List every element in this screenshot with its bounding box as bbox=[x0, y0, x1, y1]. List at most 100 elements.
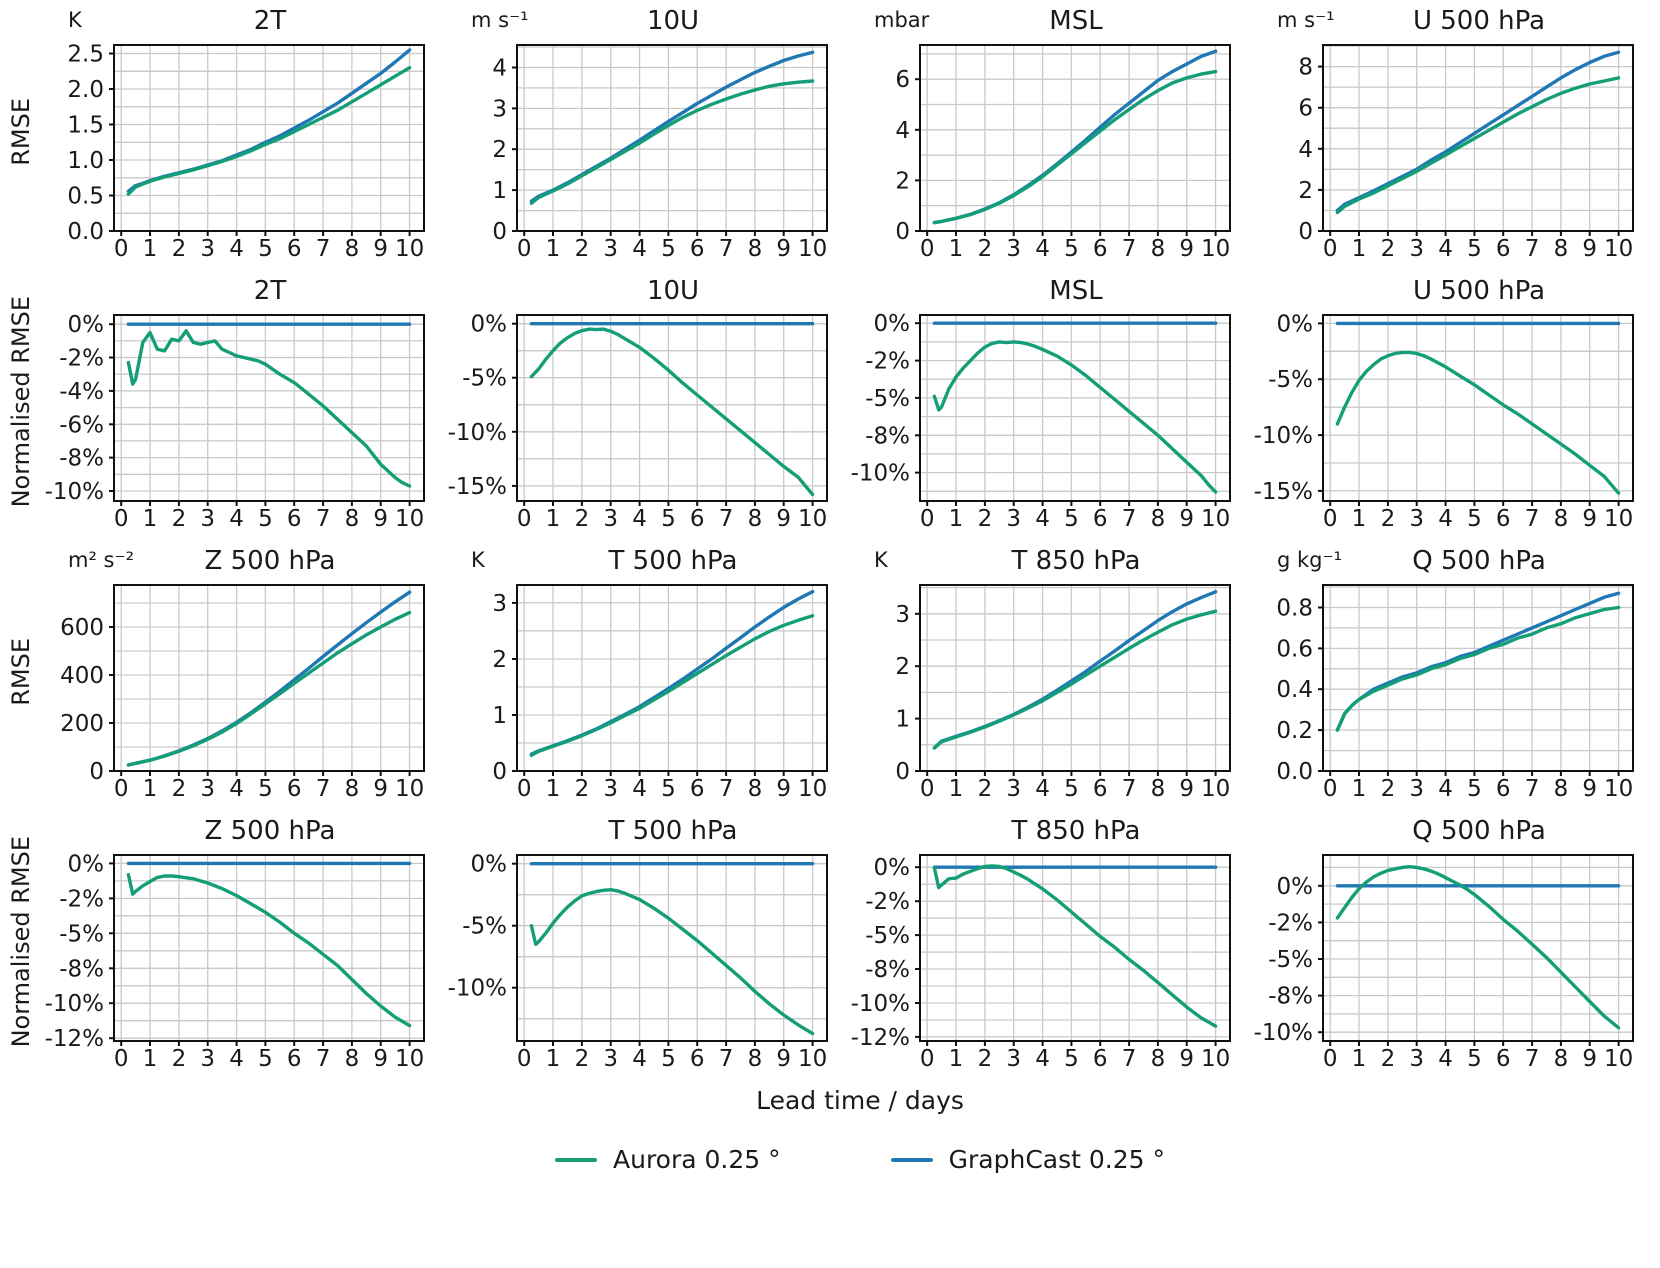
plot-2t: 0 1 2 3 4 5 6 7 8 9 10 0.0 0.5 1.0 1.5 2.0 2.5 bbox=[67, 42, 425, 258]
svg-text:6: 6 bbox=[287, 236, 302, 258]
svg-text:4: 4 bbox=[1438, 1046, 1453, 1068]
svg-text:8: 8 bbox=[1554, 1046, 1569, 1068]
chart-title: 10U bbox=[646, 6, 700, 36]
chart-unit: m s⁻¹ bbox=[471, 8, 529, 32]
svg-text:9: 9 bbox=[373, 506, 388, 528]
svg-text:1: 1 bbox=[949, 506, 964, 528]
svg-text:2.0: 2.0 bbox=[67, 77, 104, 103]
svg-text:9: 9 bbox=[373, 1046, 388, 1068]
svg-text:4: 4 bbox=[632, 1046, 647, 1068]
svg-text:-15%: -15% bbox=[448, 474, 507, 500]
chart-title: Q 500 hPa bbox=[1412, 816, 1546, 846]
chart-unit: mbar bbox=[874, 8, 930, 32]
svg-text:10: 10 bbox=[1604, 506, 1633, 528]
svg-text:4: 4 bbox=[229, 1046, 244, 1068]
svg-text:-5%: -5% bbox=[865, 923, 910, 949]
svg-text:2: 2 bbox=[492, 137, 507, 163]
svg-text:0.4: 0.4 bbox=[1276, 677, 1313, 703]
svg-text:6: 6 bbox=[287, 776, 302, 798]
series-line-aurora bbox=[932, 609, 1218, 750]
chart-title: Q 500 hPa bbox=[1412, 546, 1546, 576]
chart-title: T 500 hPa bbox=[608, 546, 738, 576]
series-line-aurora bbox=[529, 79, 815, 205]
chart-z-500-hpa-normalised-rmse: Z 500 hPa 0 1 2 3 4 5 6 7 8 9 10 0% -2% -5% -8% -10% -12% bbox=[40, 816, 443, 1068]
svg-text:-12%: -12% bbox=[851, 1025, 910, 1051]
plot-q-500-hpa: 0 1 2 3 4 5 6 7 8 9 10 0% -2% -5% -8% -10% bbox=[1254, 854, 1634, 1068]
svg-text:2: 2 bbox=[492, 647, 507, 673]
svg-text:6: 6 bbox=[690, 506, 705, 528]
svg-text:0: 0 bbox=[114, 506, 129, 528]
series-line-aurora bbox=[1335, 865, 1621, 1030]
svg-text:400: 400 bbox=[60, 663, 104, 689]
series-line-aurora bbox=[529, 327, 815, 497]
svg-text:8: 8 bbox=[345, 506, 360, 528]
series-line-aurora bbox=[932, 864, 1218, 1028]
series-line-aurora bbox=[1335, 76, 1621, 215]
svg-text:4: 4 bbox=[1438, 506, 1453, 528]
svg-text:7: 7 bbox=[1122, 506, 1137, 528]
legend: Aurora 0.25 ° GraphCast 0.25 ° bbox=[62, 1145, 1658, 1174]
plot-u-500-hpa: 0 1 2 3 4 5 6 7 8 9 10 0% -5% -10% -15% bbox=[1254, 311, 1634, 528]
legend-label-graphcast: GraphCast 0.25 ° bbox=[948, 1145, 1165, 1174]
svg-text:3: 3 bbox=[603, 1046, 618, 1068]
svg-text:-8%: -8% bbox=[865, 957, 910, 983]
svg-text:1: 1 bbox=[949, 1046, 964, 1068]
svg-text:7: 7 bbox=[1525, 776, 1540, 798]
svg-text:6: 6 bbox=[1093, 1046, 1108, 1068]
svg-text:4: 4 bbox=[1035, 1046, 1050, 1068]
svg-text:3: 3 bbox=[603, 506, 618, 528]
svg-text:9: 9 bbox=[1582, 236, 1597, 258]
svg-text:8: 8 bbox=[748, 506, 763, 528]
svg-text:0%: 0% bbox=[874, 311, 911, 337]
graphcast-line-swatch bbox=[890, 1157, 933, 1162]
svg-text:3: 3 bbox=[895, 602, 910, 628]
svg-text:6: 6 bbox=[1093, 506, 1108, 528]
chart-title: U 500 hPa bbox=[1412, 6, 1546, 36]
svg-text:1: 1 bbox=[546, 236, 561, 258]
svg-text:6: 6 bbox=[1093, 776, 1108, 798]
svg-text:-4%: -4% bbox=[59, 379, 104, 405]
svg-text:0: 0 bbox=[114, 776, 129, 798]
svg-text:7: 7 bbox=[316, 776, 331, 798]
plot-2t: 0 1 2 3 4 5 6 7 8 9 10 0% -2% -4% -6% -8% -10% bbox=[45, 312, 425, 528]
svg-text:7: 7 bbox=[719, 236, 734, 258]
svg-text:10: 10 bbox=[798, 1046, 827, 1068]
svg-text:2: 2 bbox=[1381, 236, 1396, 258]
svg-text:5: 5 bbox=[661, 1046, 676, 1068]
chart-q-500-hpa-rmse: g kg⁻¹ Q 500 hPa 0 1 2 3 4 5 6 7 8 9 10 0.0 0.2 0.4 0.6 0… bbox=[1249, 546, 1652, 798]
svg-text:4: 4 bbox=[229, 776, 244, 798]
svg-text:-10%: -10% bbox=[1254, 423, 1313, 449]
svg-text:1: 1 bbox=[895, 707, 910, 733]
svg-text:10: 10 bbox=[1201, 1046, 1230, 1068]
svg-text:-10%: -10% bbox=[851, 461, 910, 487]
svg-text:10: 10 bbox=[1604, 236, 1633, 258]
svg-text:1.5: 1.5 bbox=[67, 113, 104, 139]
svg-text:9: 9 bbox=[776, 776, 791, 798]
svg-text:10: 10 bbox=[798, 506, 827, 528]
svg-text:-12%: -12% bbox=[45, 1026, 104, 1052]
svg-text:2: 2 bbox=[172, 776, 187, 798]
legend-item-graphcast: GraphCast 0.25 ° bbox=[890, 1145, 1165, 1174]
svg-text:5: 5 bbox=[258, 506, 273, 528]
chart-2t-rmse: K 2T 0 1 2 3 4 5 6 7 8 9 10 0.0 0.5 1.0 1.5 2.0 2.5 bbox=[40, 6, 443, 258]
svg-text:6: 6 bbox=[1496, 236, 1511, 258]
svg-text:5: 5 bbox=[1467, 776, 1482, 798]
series-line-aurora bbox=[932, 340, 1218, 494]
svg-text:6: 6 bbox=[690, 1046, 705, 1068]
svg-text:1: 1 bbox=[492, 703, 507, 729]
svg-text:4: 4 bbox=[229, 236, 244, 258]
chart-title: Z 500 hPa bbox=[204, 546, 336, 576]
svg-text:2: 2 bbox=[1381, 776, 1396, 798]
legend-label-aurora: Aurora 0.25 ° bbox=[613, 1145, 781, 1174]
svg-text:-8%: -8% bbox=[59, 956, 104, 982]
svg-text:0: 0 bbox=[492, 219, 507, 245]
row-label-normalised-rmse: Normalised RMSE bbox=[7, 836, 35, 1048]
series-line-graphcast bbox=[932, 590, 1218, 750]
svg-text:0: 0 bbox=[895, 759, 910, 785]
svg-text:1: 1 bbox=[1352, 236, 1367, 258]
chart-unit: K bbox=[874, 548, 888, 572]
svg-text:0%: 0% bbox=[471, 312, 508, 338]
svg-text:4: 4 bbox=[632, 506, 647, 528]
